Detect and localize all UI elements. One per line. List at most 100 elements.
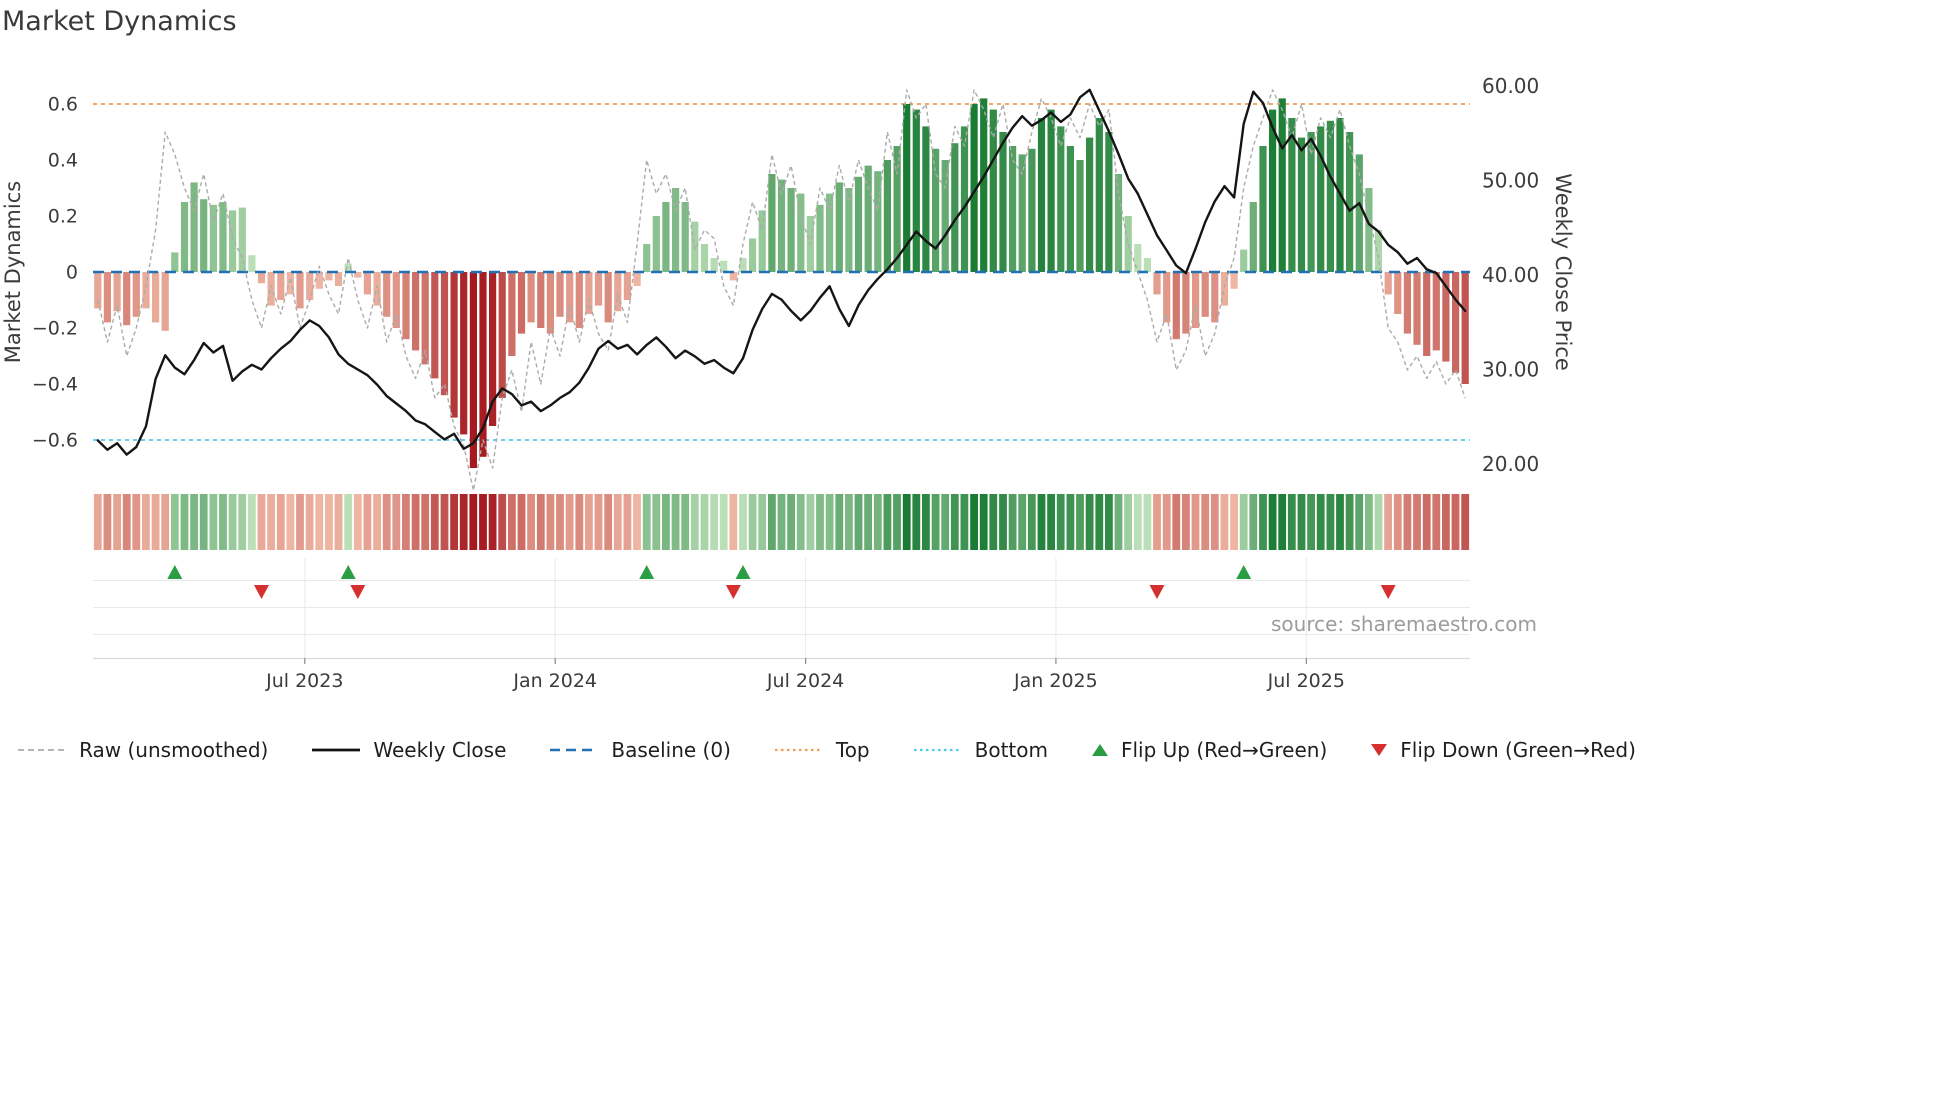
- legend-label: Flip Up (Red→Green): [1120, 738, 1328, 762]
- heatmap-cell: [1066, 494, 1075, 550]
- oscillator-bar: [980, 98, 988, 273]
- oscillator-bar: [883, 160, 891, 272]
- oscillator-bar: [1037, 118, 1046, 272]
- x-tick-label: Jul 2025: [1267, 670, 1345, 692]
- heatmap-cell: [739, 494, 747, 550]
- flip-down-icon: [254, 585, 269, 599]
- oscillator-bar: [941, 160, 949, 272]
- oscillator-bar: [1134, 244, 1142, 272]
- oscillator-bar: [758, 210, 766, 272]
- flip-down-icon: [350, 585, 366, 599]
- x-tick-label: Jan 2025: [1013, 670, 1098, 692]
- heatmap-cell: [238, 494, 247, 550]
- heatmap-cell: [787, 494, 795, 550]
- heatmap-cell: [796, 494, 805, 550]
- heatmap-cell: [315, 494, 324, 550]
- heatmap-cell: [1105, 494, 1113, 550]
- oscillator-bar: [1307, 132, 1315, 272]
- heatmap-cell: [1143, 494, 1152, 550]
- oscillator-bar: [315, 272, 323, 289]
- oscillator-bar: [392, 272, 400, 328]
- heatmap-strip: [93, 494, 1470, 550]
- oscillator-bar: [960, 126, 969, 273]
- oscillator-bar: [1240, 249, 1248, 272]
- x-tick-label: Jul 2024: [766, 670, 844, 692]
- oscillator-bar: [912, 109, 920, 272]
- legend-label: Bottom: [974, 738, 1048, 762]
- y-tick-label-left: 0.2: [48, 206, 78, 228]
- heatmap-cell: [575, 494, 584, 550]
- chart-title: Market Dynamics: [2, 6, 237, 37]
- heatmap-cell: [1422, 494, 1431, 550]
- oscillator-bar: [1269, 109, 1277, 272]
- heatmap-cell: [681, 494, 690, 550]
- heatmap-cell: [334, 494, 343, 550]
- oscillator-bar: [479, 272, 487, 457]
- heatmap-cell: [1047, 494, 1055, 550]
- heatmap-cell: [392, 494, 401, 550]
- oscillator-bar: [710, 258, 718, 272]
- heatmap-cell: [536, 494, 545, 550]
- heatmap-cell: [565, 494, 574, 550]
- oscillator-bar: [373, 272, 381, 306]
- heatmap-cell: [479, 494, 487, 550]
- heatmap-cell: [1287, 494, 1296, 550]
- heatmap-cell: [623, 494, 632, 550]
- heatmap-cell: [854, 494, 863, 550]
- oscillator-bar: [200, 199, 208, 272]
- heatmap-cell: [1182, 494, 1190, 550]
- oscillator-bar: [123, 272, 131, 326]
- oscillator-bar: [1259, 146, 1267, 272]
- heatmap-cell: [1355, 494, 1364, 550]
- legend-dash-icon: [18, 749, 67, 751]
- oscillator-bar: [460, 272, 468, 435]
- heatmap-cell: [652, 494, 661, 550]
- flip-up-icon: [340, 565, 356, 579]
- oscillator-bar: [835, 182, 843, 272]
- heatmap-cell: [325, 494, 333, 550]
- heatmap-cell: [450, 494, 458, 550]
- heatmap-cell: [1153, 494, 1161, 550]
- heatmap-cell: [113, 494, 121, 550]
- heatmap-cell: [1027, 494, 1036, 550]
- oscillator-bar: [412, 272, 420, 351]
- oscillator-bar: [1297, 137, 1306, 272]
- legend-item-weekly-close: Weekly Close: [310, 738, 506, 762]
- heatmap-cell: [1210, 494, 1219, 550]
- weekly-close-path: [96, 88, 1467, 456]
- oscillator-bar: [1230, 272, 1238, 289]
- heatmap-cell: [748, 494, 757, 550]
- oscillator-bar: [267, 272, 275, 306]
- oscillator-bar: [171, 252, 179, 272]
- heatmap-cell: [1259, 494, 1267, 550]
- source-credit: source: sharemaestro.com: [1271, 612, 1537, 636]
- heatmap-cell: [816, 494, 824, 550]
- oscillator-bar: [575, 272, 583, 328]
- heatmap-cell: [931, 494, 940, 550]
- oscillator-bar: [604, 272, 612, 323]
- y-tick-label-right: 60.00: [1482, 74, 1539, 98]
- oscillator-bar: [421, 272, 429, 365]
- heatmap-cell: [1297, 494, 1306, 550]
- oscillator-bar: [903, 104, 911, 272]
- oscillator-bar: [585, 272, 593, 314]
- heatmap-cell: [768, 494, 776, 550]
- oscillator-bars: [94, 98, 1469, 468]
- oscillator-bar: [1143, 258, 1151, 272]
- heatmap-cell: [469, 494, 478, 550]
- heatmap-cell: [151, 494, 160, 550]
- heatmap-cell: [642, 494, 651, 550]
- y-tick-label-left: −0.4: [32, 374, 78, 396]
- oscillator-bar: [209, 204, 217, 272]
- y-tick-label-left: 0.4: [48, 150, 78, 172]
- heatmap-cell: [1037, 494, 1046, 550]
- heatmap-cell: [671, 494, 680, 550]
- heatmap-cell: [633, 494, 641, 550]
- flip-down-markers: [254, 585, 1396, 599]
- heatmap-cell: [989, 494, 998, 550]
- oscillator-bar: [325, 272, 333, 281]
- oscillator-bar: [1384, 272, 1392, 295]
- heatmap-cell: [604, 494, 613, 550]
- oscillator-bar: [864, 165, 872, 272]
- oscillator-bar: [970, 104, 978, 272]
